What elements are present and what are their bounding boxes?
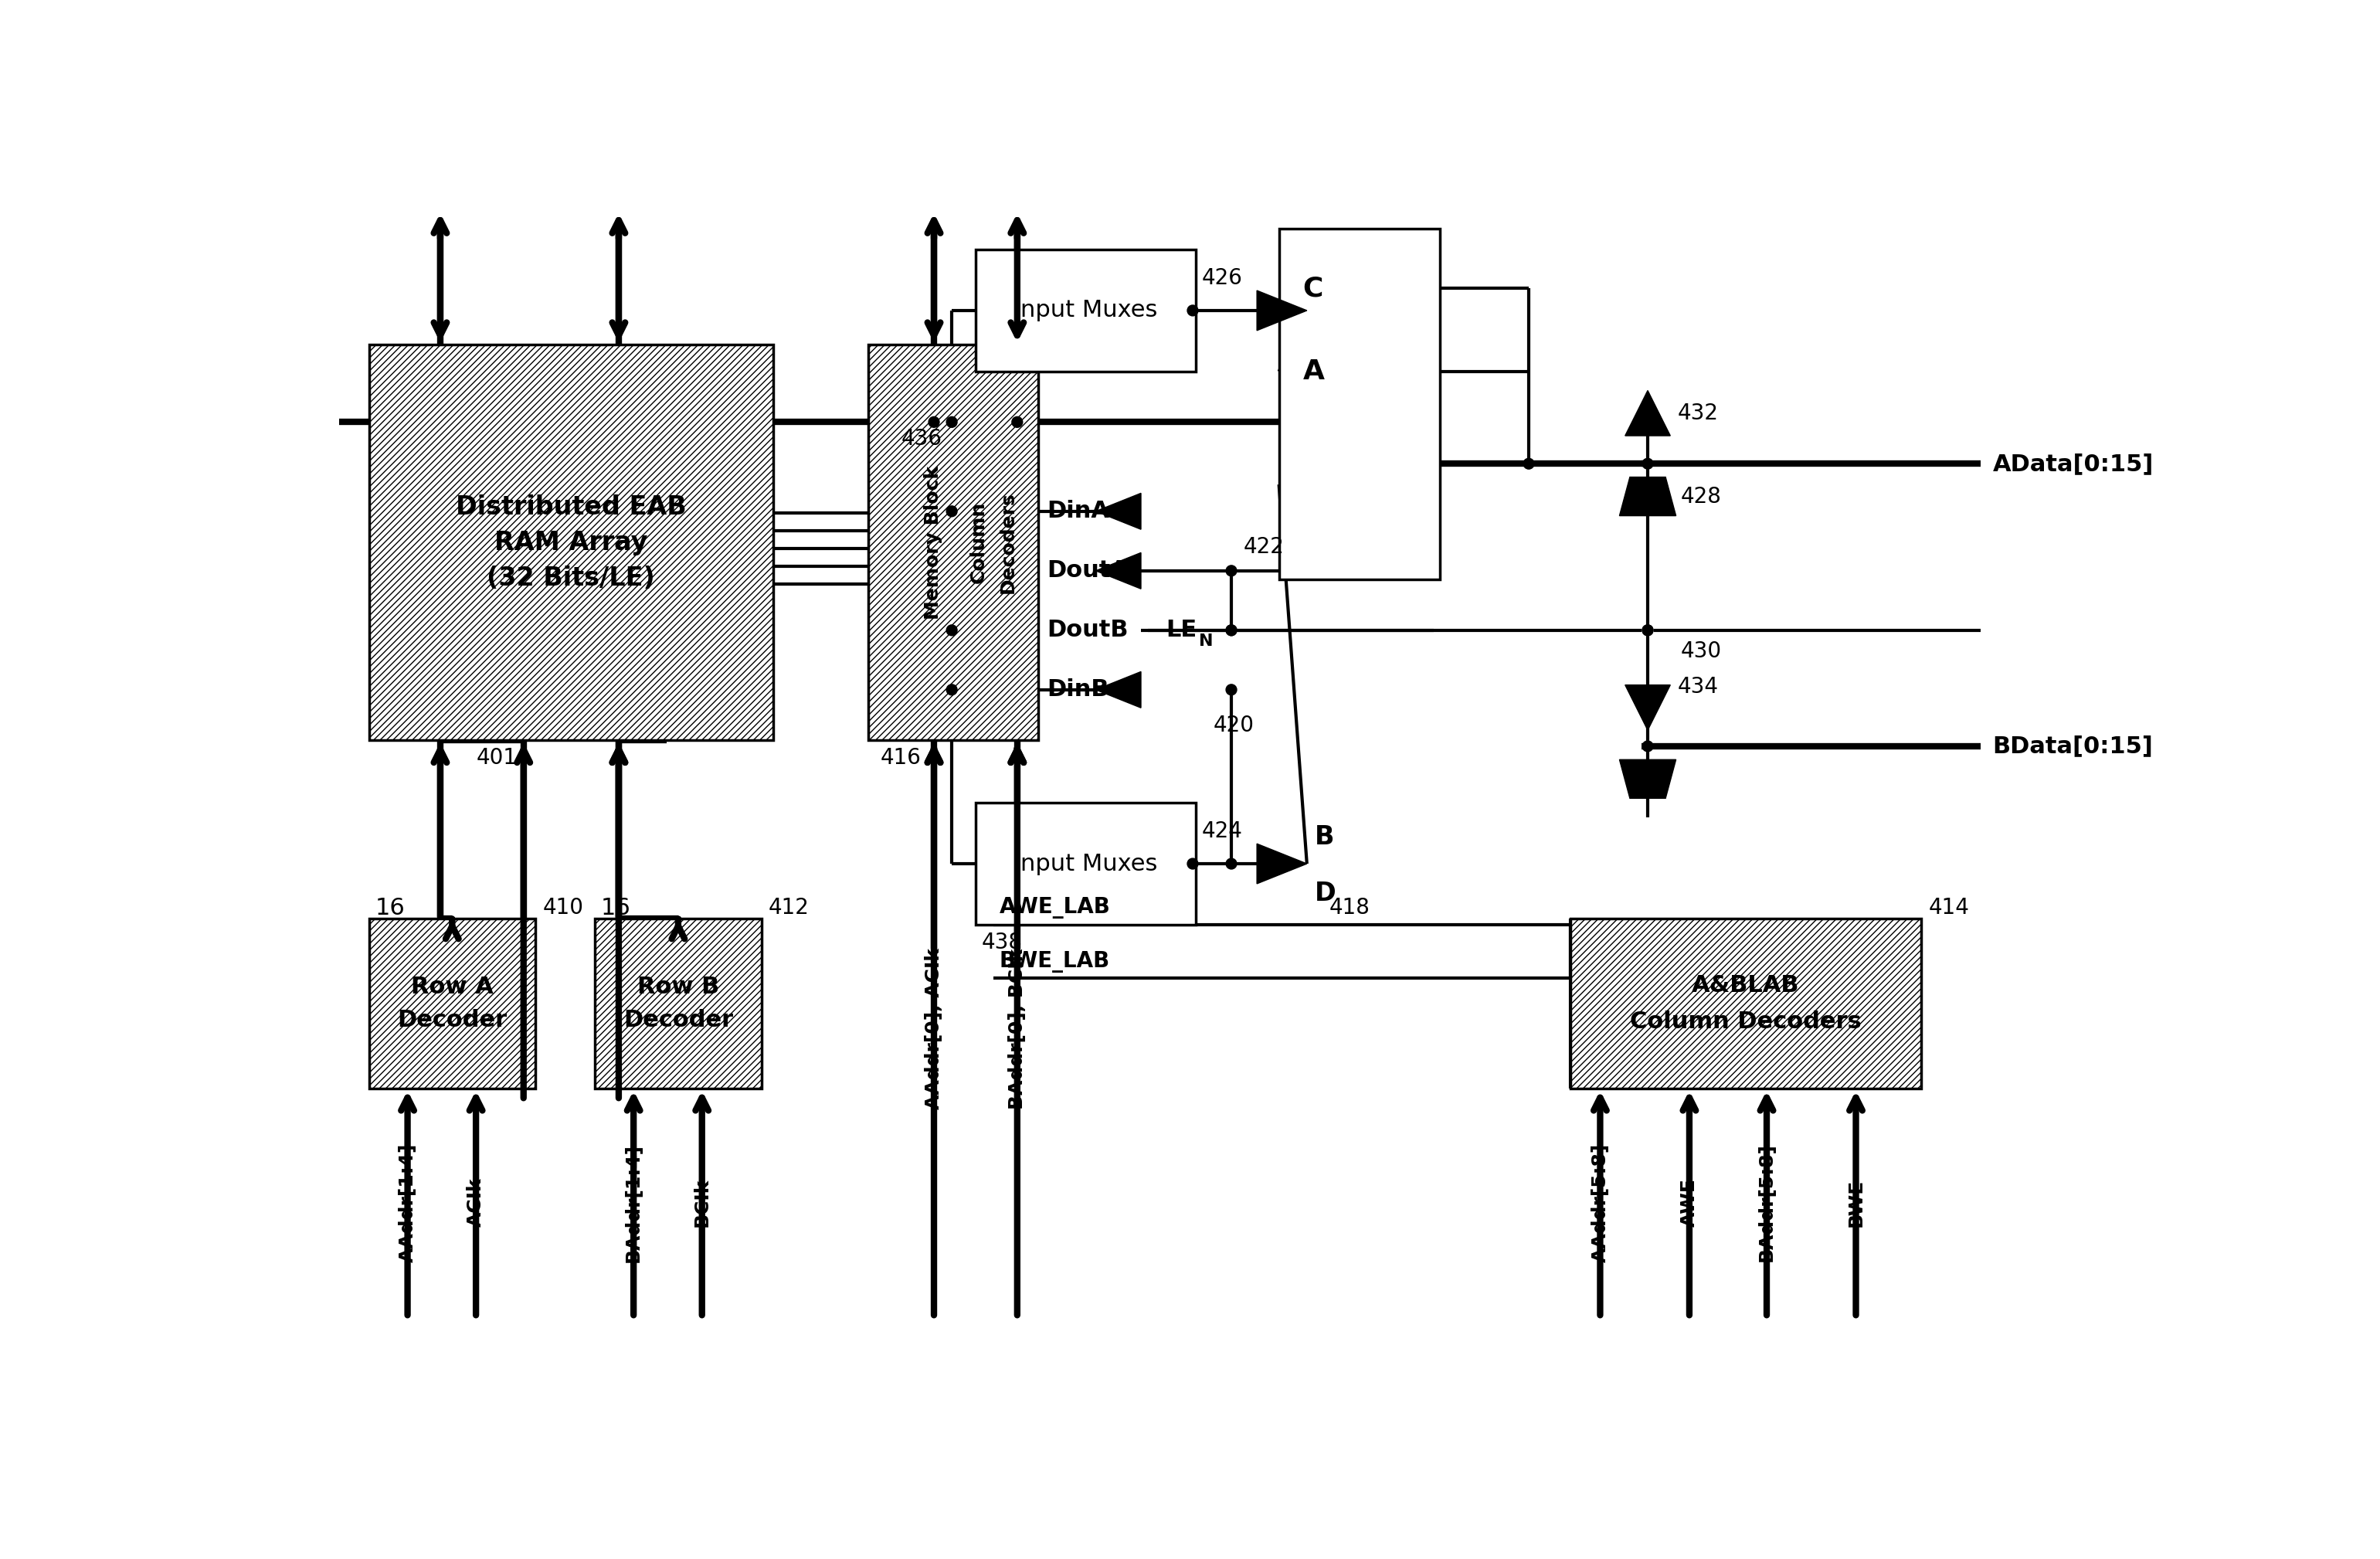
- Text: ACIk: ACIk: [466, 1179, 486, 1227]
- Circle shape: [1226, 625, 1238, 636]
- Bar: [369, 918, 536, 1088]
- Text: Decoders: Decoders: [997, 491, 1016, 594]
- Text: B: B: [1314, 825, 1335, 850]
- Polygon shape: [1257, 843, 1307, 884]
- Text: 426: 426: [1202, 267, 1242, 288]
- Polygon shape: [1618, 759, 1676, 798]
- Polygon shape: [1095, 672, 1140, 708]
- Circle shape: [1226, 684, 1238, 695]
- Text: AWE: AWE: [1680, 1179, 1699, 1227]
- Text: AData[0:15]: AData[0:15]: [1992, 452, 2154, 475]
- Circle shape: [1226, 625, 1238, 636]
- Text: 410: 410: [543, 898, 583, 918]
- Bar: [1571, 918, 1921, 1088]
- Circle shape: [947, 625, 957, 636]
- Text: Column: Column: [969, 502, 988, 583]
- Text: 420: 420: [1214, 714, 1254, 736]
- Text: 16: 16: [374, 896, 405, 920]
- Circle shape: [947, 507, 957, 516]
- Text: 430: 430: [1680, 641, 1721, 663]
- Text: 438: 438: [981, 932, 1023, 954]
- Text: BWE: BWE: [1847, 1179, 1866, 1227]
- Text: (32 Bits/LE): (32 Bits/LE): [488, 566, 655, 591]
- Text: 416: 416: [881, 747, 921, 769]
- Circle shape: [1012, 416, 1023, 427]
- Text: BWE_LAB: BWE_LAB: [1000, 951, 1109, 973]
- Text: DoutB: DoutB: [1047, 619, 1128, 641]
- Text: BAddr[0], BCIk: BAddr[0], BCIk: [1009, 948, 1026, 1108]
- Text: N: N: [1200, 633, 1214, 649]
- Circle shape: [1642, 625, 1654, 636]
- Text: Distributed EAB: Distributed EAB: [455, 494, 685, 519]
- Text: Decoder: Decoder: [624, 1009, 733, 1032]
- Bar: [869, 345, 1038, 741]
- Text: Column Decoders: Column Decoders: [1630, 1010, 1861, 1032]
- Text: 436: 436: [902, 427, 942, 449]
- Text: Input Muxes: Input Muxes: [1014, 299, 1157, 321]
- Text: C: C: [1302, 274, 1323, 301]
- Text: BCIk: BCIk: [693, 1179, 712, 1227]
- Polygon shape: [1257, 290, 1307, 331]
- Text: 414: 414: [1928, 898, 1968, 918]
- Text: Memory Block: Memory Block: [923, 466, 942, 619]
- Text: AAddr[1:4]: AAddr[1:4]: [397, 1143, 416, 1263]
- Text: RAM Array: RAM Array: [495, 530, 647, 555]
- Text: 434: 434: [1678, 677, 1718, 697]
- Text: LE: LE: [1166, 619, 1197, 641]
- Circle shape: [1226, 566, 1238, 577]
- Bar: [369, 918, 536, 1088]
- Bar: [1278, 229, 1440, 580]
- Polygon shape: [1095, 553, 1140, 589]
- Bar: [1571, 918, 1921, 1088]
- Circle shape: [1642, 741, 1654, 751]
- Text: Input Muxes: Input Muxes: [1014, 853, 1157, 875]
- Circle shape: [928, 416, 940, 427]
- Text: A&BLAB: A&BLAB: [1692, 974, 1799, 996]
- Polygon shape: [1626, 390, 1671, 435]
- Text: 401: 401: [476, 747, 516, 769]
- Text: 424: 424: [1202, 820, 1242, 842]
- Text: A: A: [1302, 359, 1323, 385]
- Text: Decoder: Decoder: [397, 1009, 507, 1032]
- Text: DoutA: DoutA: [1047, 560, 1128, 582]
- Circle shape: [947, 416, 957, 427]
- Text: Row A: Row A: [412, 976, 493, 998]
- Text: Row B: Row B: [638, 976, 719, 998]
- Polygon shape: [1626, 684, 1671, 730]
- Bar: [369, 345, 774, 741]
- Text: DinA: DinA: [1047, 500, 1109, 522]
- Text: DinB: DinB: [1047, 678, 1109, 702]
- Circle shape: [1642, 458, 1654, 469]
- Bar: [976, 803, 1195, 924]
- Text: 412: 412: [769, 898, 809, 918]
- Bar: [595, 918, 762, 1088]
- Polygon shape: [1618, 477, 1676, 516]
- Text: BAddr[5:8]: BAddr[5:8]: [1756, 1143, 1775, 1261]
- Text: 428: 428: [1680, 485, 1721, 507]
- Bar: [595, 918, 762, 1088]
- Text: 418: 418: [1330, 898, 1371, 918]
- Text: BAddr[1:4]: BAddr[1:4]: [624, 1143, 643, 1261]
- Circle shape: [1188, 306, 1197, 316]
- Text: 432: 432: [1678, 402, 1718, 424]
- Circle shape: [1642, 625, 1654, 636]
- Circle shape: [947, 684, 957, 695]
- Bar: [369, 345, 774, 741]
- Text: 16: 16: [600, 896, 631, 920]
- Text: 422: 422: [1242, 536, 1285, 558]
- Bar: [976, 249, 1195, 371]
- Text: AAddr[5:8]: AAddr[5:8]: [1590, 1143, 1609, 1263]
- Bar: [869, 345, 1038, 741]
- Text: BData[0:15]: BData[0:15]: [1992, 734, 2154, 758]
- Circle shape: [1523, 458, 1535, 469]
- Text: D: D: [1314, 881, 1335, 906]
- Polygon shape: [1095, 493, 1140, 530]
- Circle shape: [1226, 859, 1238, 868]
- Circle shape: [1188, 859, 1197, 868]
- Text: AAddr[0], ACIk: AAddr[0], ACIk: [926, 948, 942, 1110]
- Text: AWE_LAB: AWE_LAB: [1000, 898, 1111, 918]
